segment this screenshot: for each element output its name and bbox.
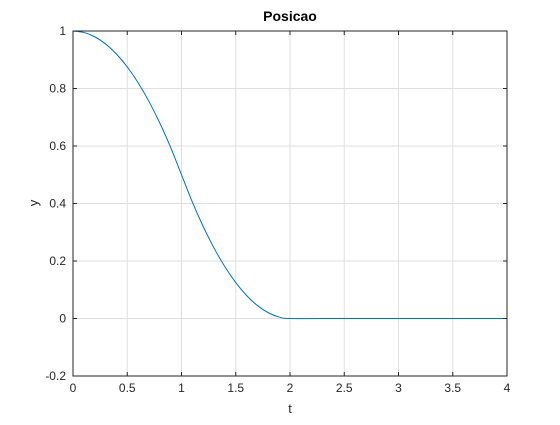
x-tick-label: 2.5 (336, 381, 353, 395)
x-tick-label: 2 (287, 381, 294, 395)
x-tick-label: 1.5 (227, 381, 244, 395)
x-tick-label: 0 (70, 381, 77, 395)
y-tick-label: 1 (59, 24, 66, 38)
series-line (72, 30, 507, 320)
y-tick-label: 0.4 (49, 197, 66, 211)
grid-lines (72, 30, 508, 377)
x-tick-label: 4 (504, 381, 511, 395)
x-tick-label: 3.5 (444, 381, 461, 395)
y-tick-label: 0.6 (49, 139, 66, 153)
y-axis-label: y (26, 199, 41, 206)
y-tick-label: -0.2 (45, 369, 66, 383)
x-tick-label: 3 (395, 381, 402, 395)
x-axis-label: t (288, 401, 292, 416)
x-tick-label: 1 (178, 381, 185, 395)
y-tick-label: 0.2 (49, 254, 66, 268)
series-layer (72, 30, 507, 320)
chart-title: Posicao (263, 8, 317, 24)
x-tick-label: 0.5 (119, 381, 136, 395)
y-tick-label: 0 (59, 312, 66, 326)
axis-ticks: 0 0.5 1 1.5 2 2.5 3 3.5 4 -0.2 0 0.2 0.4 0.6 0.8 1 (45, 24, 510, 395)
y-tick-label: 0.8 (49, 82, 66, 96)
